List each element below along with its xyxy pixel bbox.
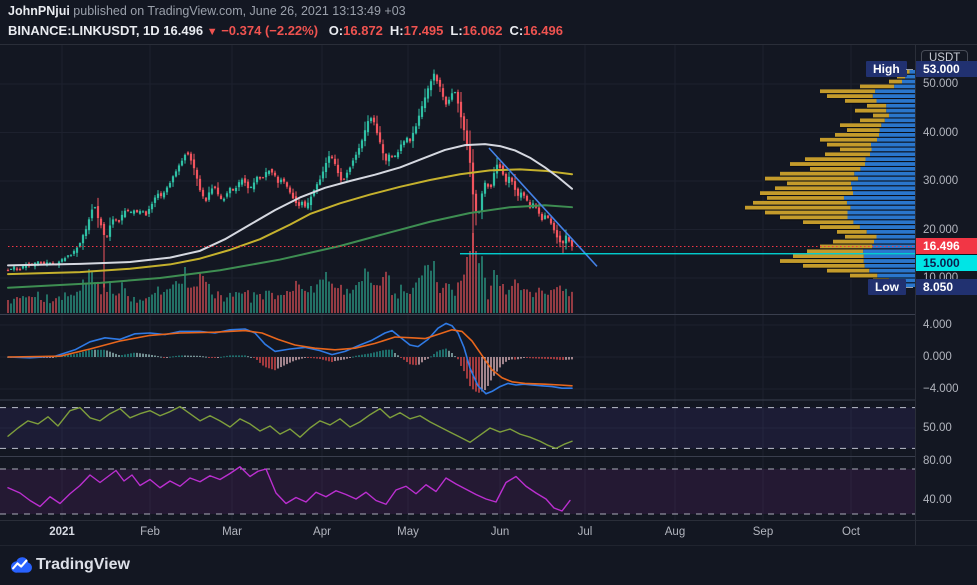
brand-name[interactable]: TradingView xyxy=(36,556,130,573)
ohlc-label: C: xyxy=(509,23,524,38)
indicator-lines xyxy=(7,322,573,512)
price-axis-label: 20.000 xyxy=(923,223,959,236)
time-axis-label: Sep xyxy=(752,526,774,538)
symbol-line: BINANCE:LINKUSDT, 1D 16.496 ▼ −0.374 (−2… xyxy=(8,23,563,38)
macd-axis-label: 4.000 xyxy=(923,319,952,331)
range-high-tag: 53.000 xyxy=(916,61,977,78)
ohlc-value: 16.872 xyxy=(343,23,383,38)
rsi-axis-label: 50.00 xyxy=(923,422,952,434)
price-axis-label: 30.000 xyxy=(923,175,959,187)
price-axis-label: 40.000 xyxy=(923,126,959,139)
volume-profile xyxy=(745,69,915,289)
tradingview-logo-icon[interactable] xyxy=(8,555,34,577)
tick-dash xyxy=(906,69,913,71)
time-axis[interactable]: 2021 Feb Mar Apr May Jun Jul Aug Sep Oct xyxy=(0,520,915,545)
chart-area[interactable] xyxy=(0,45,977,520)
tick-dash xyxy=(906,287,913,289)
symbol-title[interactable]: BINANCE:LINKUSDT, 1D xyxy=(8,23,160,38)
author-name: JohnPNjui xyxy=(8,4,70,18)
stoch-axis-label: 40.00 xyxy=(923,494,952,506)
ohlc-label: H: xyxy=(389,23,404,38)
time-axis-label: Aug xyxy=(664,526,686,538)
pane-dividers xyxy=(0,314,977,457)
time-axis-label: Mar xyxy=(222,526,242,538)
indicator-bands xyxy=(0,407,915,515)
time-axis-label: Apr xyxy=(313,526,331,538)
down-triangle-icon: ▼ xyxy=(206,26,218,38)
last-price: 16.496 xyxy=(163,23,204,38)
time-axis-label: Feb xyxy=(140,526,160,538)
stoch-axis-label: 80.00 xyxy=(923,455,952,467)
chart-canvas-svg[interactable] xyxy=(0,45,977,520)
time-axis-label: May xyxy=(397,526,419,538)
time-axis-label: Oct xyxy=(842,526,860,538)
byline-text: published on TradingView.com, June 26, 2… xyxy=(69,4,406,18)
time-axis-label: Jun xyxy=(490,526,510,538)
byline: JohnPNjui published on TradingView.com, … xyxy=(8,4,406,18)
price-axis-label: 50.000 xyxy=(923,78,959,90)
support-price-tag: 15.000 xyxy=(916,254,977,271)
volume-bars xyxy=(7,233,573,313)
moving-averages xyxy=(7,143,573,289)
low-range-label: Low xyxy=(868,279,906,296)
price-axis[interactable]: USDT 50.000 40.000 30.000 20.000 10.000 4.000… xyxy=(915,45,977,520)
ohlc-value: 17.495 xyxy=(403,23,444,38)
candlestick-series xyxy=(6,69,574,288)
axis-corner xyxy=(915,520,977,545)
time-axis-label: Jul xyxy=(577,526,593,538)
macd-axis-label: 0.000 xyxy=(923,351,952,363)
price-change: −0.374 (−2.22%) xyxy=(221,23,319,38)
high-range-label: High xyxy=(866,61,907,78)
ohlc-label: O: xyxy=(328,23,344,38)
annotations xyxy=(8,147,977,267)
ohlc-value: 16.062 xyxy=(462,23,503,38)
header: JohnPNjui published on TradingView.com, … xyxy=(0,0,977,45)
last-price-tag: 16.496 xyxy=(916,238,977,255)
trendline xyxy=(488,147,598,267)
ohlc-value: 16.496 xyxy=(523,23,563,38)
macd-histogram xyxy=(7,348,573,393)
time-axis-label: 2021 xyxy=(49,526,75,538)
macd-axis-label: −4.000 xyxy=(923,383,959,395)
ohlc-label: L: xyxy=(450,23,463,38)
range-low-tag: 8.050 xyxy=(916,279,977,296)
ohlc-values: O:16.872 H:17.495 L:16.062 C:16.496 xyxy=(322,23,563,38)
footer: TradingView xyxy=(0,545,977,585)
